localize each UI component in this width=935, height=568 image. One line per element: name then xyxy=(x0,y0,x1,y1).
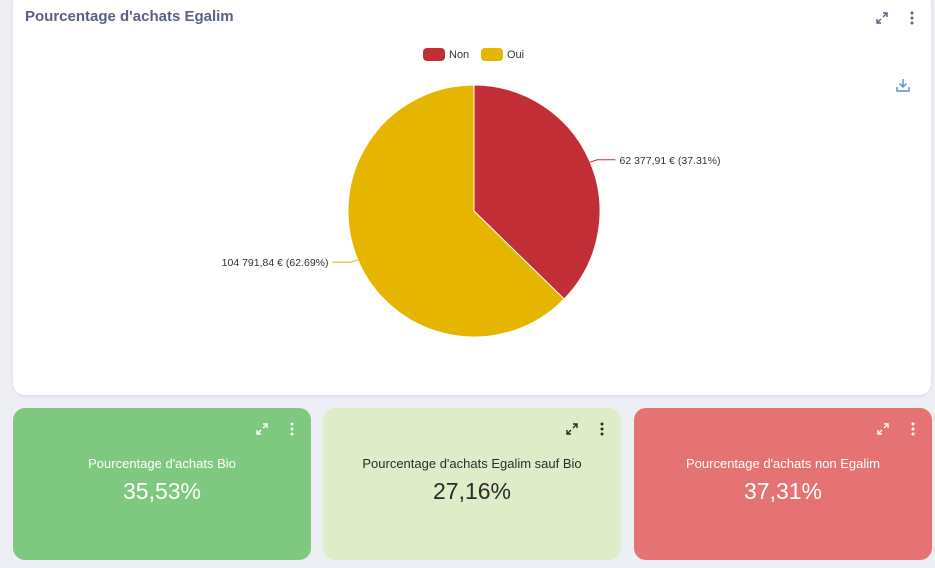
expand-icon[interactable] xyxy=(563,420,581,438)
more-vertical-icon[interactable] xyxy=(903,9,921,27)
kpi-title: Pourcentage d'achats non Egalim xyxy=(686,456,880,471)
kpi-card-bio: Pourcentage d'achats Bio 35,53% xyxy=(13,408,311,560)
more-vertical-icon[interactable] xyxy=(593,420,611,438)
kpi-card-non-egalim: Pourcentage d'achats non Egalim 37,31% xyxy=(634,408,932,560)
leader-line-oui xyxy=(332,259,359,263)
kpi-title: Pourcentage d'achats Bio xyxy=(88,456,236,471)
pie-chart-card: Pourcentage d'achats Egalim Non Oui 62 377… xyxy=(13,0,931,395)
expand-icon[interactable] xyxy=(873,9,891,27)
expand-icon[interactable] xyxy=(253,420,271,438)
more-vertical-icon[interactable] xyxy=(904,420,922,438)
kpi-value: 27,16% xyxy=(432,478,511,504)
kpi-title: Pourcentage d'achats Egalim sauf Bio xyxy=(362,456,582,471)
pie-chart: Non Oui 62 377,91 € (37.31%) 104 791,84 € (… xyxy=(222,48,720,338)
more-vertical-icon[interactable] xyxy=(283,420,301,438)
pie-slice-oui xyxy=(347,84,565,338)
expand-icon[interactable] xyxy=(874,420,892,438)
leader-line-non xyxy=(589,159,616,163)
kpi-value: 35,53% xyxy=(122,478,201,504)
card-title: Pourcentage d'achats Egalim xyxy=(25,8,234,25)
kpi-value: 37,31% xyxy=(743,478,822,504)
kpi-card-egalim-sauf-bio: Pourcentage d'achats Egalim sauf Bio 27,… xyxy=(323,408,621,560)
legend-swatch-oui xyxy=(481,48,503,61)
data-label-non: 62 377,91 € (37.31%) xyxy=(619,155,720,167)
legend-label-oui: Oui xyxy=(507,49,524,61)
data-label-oui: 104 791,84 € (62.69%) xyxy=(222,257,329,269)
legend-swatch-non xyxy=(423,48,445,61)
download-icon[interactable] xyxy=(894,76,912,94)
legend-label-non: Non xyxy=(449,49,469,61)
